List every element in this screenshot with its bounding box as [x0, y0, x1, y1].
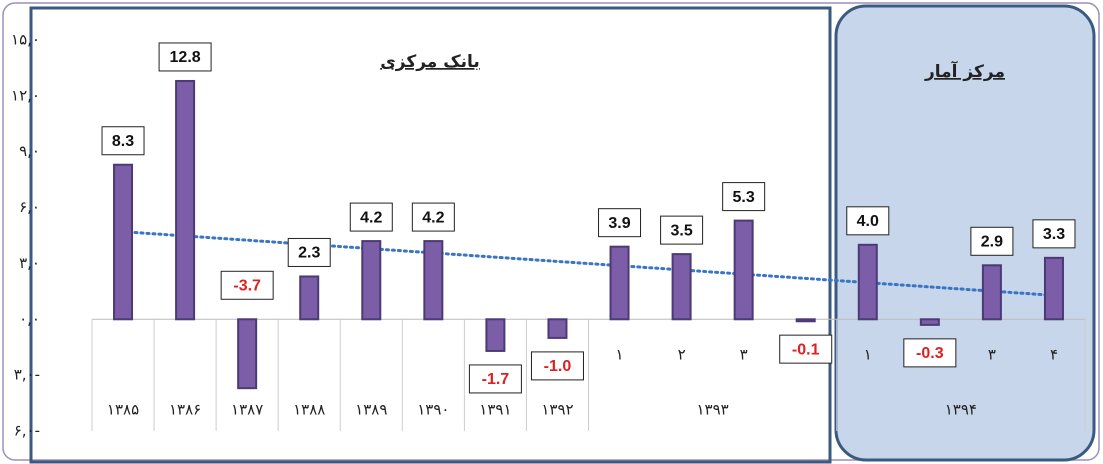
x-group-label: ۱۳۸۹	[355, 401, 387, 419]
value-label-box	[530, 351, 584, 381]
x-group-label: ۱۳۸۶	[169, 401, 201, 419]
bar	[485, 318, 506, 352]
value-label-box	[903, 338, 957, 368]
stats-center-box	[834, 4, 1096, 462]
y-tick-label: ۳,۰-	[14, 366, 40, 384]
value-label: 3.5	[670, 222, 692, 239]
annotation: بانک مرکزی	[380, 52, 480, 72]
x-tick-label: ۱	[616, 346, 624, 364]
bar	[175, 79, 196, 321]
y-tick-label: ۳,۰	[19, 254, 40, 272]
value-label: -3.7	[233, 278, 261, 295]
bar	[361, 240, 382, 321]
value-label: 5.3	[733, 189, 755, 206]
x-tick-label: ۱	[864, 346, 872, 364]
annotation: مرکز آمار	[924, 60, 1005, 82]
value-label: 12.8	[170, 49, 201, 66]
trendline	[121, 230, 1056, 297]
y-tick-label: ۹,۰	[19, 142, 40, 160]
bar	[609, 245, 630, 321]
value-label-box	[349, 202, 393, 232]
x-group-label: ۱۳۸۵	[107, 401, 139, 419]
value-label: -0.1	[792, 341, 820, 358]
value-label-box	[660, 215, 704, 245]
x-group-label: ۱۳۹۰	[417, 401, 449, 419]
y-tick-label: ۱۲,۰	[11, 86, 40, 104]
value-label: 4.0	[857, 213, 879, 230]
value-label-box	[779, 334, 833, 364]
bar	[299, 275, 320, 321]
value-label: 3.3	[1043, 226, 1065, 243]
x-group-label: ۱۳۹۱	[479, 401, 511, 419]
x-tick-label: ۳	[740, 346, 748, 364]
value-label: -1.7	[482, 371, 510, 388]
y-tick-label: ۰,۰	[19, 310, 40, 328]
value-label-box	[722, 182, 766, 212]
value-label-box	[287, 237, 331, 267]
value-label-box	[598, 208, 642, 238]
value-label-box	[468, 364, 522, 394]
value-label-box	[220, 270, 274, 300]
x-group-label: ۱۳۹۴	[945, 401, 977, 419]
value-label-box	[970, 226, 1014, 256]
x-tick-label: ۲	[678, 346, 686, 364]
value-label: 2.3	[298, 245, 320, 262]
y-tick-label: ۶,۰-	[14, 422, 40, 440]
x-group-label: ۱۳۸۸	[293, 401, 325, 419]
value-label: 4.2	[360, 209, 382, 226]
x-tick-label: ۳	[988, 346, 996, 364]
value-label-box	[1032, 219, 1076, 249]
bar	[795, 318, 816, 323]
value-label: 2.9	[981, 234, 1003, 251]
value-label: -1.0	[544, 358, 572, 375]
value-label-box	[846, 206, 890, 236]
x-group-label: ۱۳۹۲	[541, 401, 573, 419]
x-group-label: ۱۳۹۳	[697, 401, 729, 419]
bar	[733, 219, 754, 321]
bar	[1043, 256, 1064, 321]
value-label: 3.9	[608, 215, 630, 232]
y-tick-label: ۶,۰	[19, 198, 40, 216]
bar	[671, 253, 692, 321]
bar	[547, 318, 568, 339]
central-bank-box	[29, 6, 832, 464]
bar	[919, 318, 940, 326]
bar	[981, 264, 1002, 321]
value-label: 4.2	[422, 209, 444, 226]
value-label: 8.3	[112, 133, 134, 150]
x-group-label: ۱۳۸۷	[231, 401, 263, 419]
value-label-box	[411, 202, 455, 232]
bar	[113, 163, 134, 321]
y-tick-label: ۱۵,۰	[11, 31, 40, 49]
value-label-box	[101, 126, 145, 156]
value-label-box	[158, 42, 212, 72]
value-label: -0.3	[916, 345, 944, 362]
x-tick-label: ۴	[1050, 346, 1058, 364]
bar	[857, 243, 878, 321]
bar	[237, 318, 258, 390]
bar	[423, 240, 444, 321]
